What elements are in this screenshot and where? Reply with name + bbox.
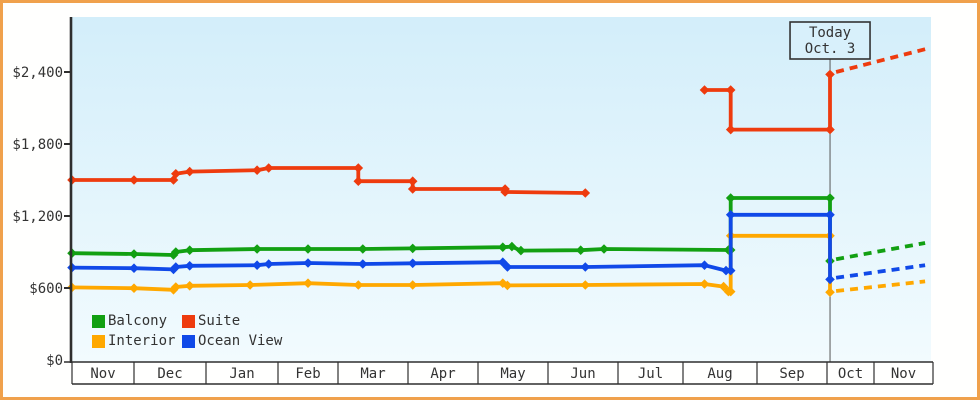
suite-swatch-icon bbox=[182, 314, 195, 328]
legend-item-ocean-view: Ocean View bbox=[182, 333, 282, 349]
month-label: Jul bbox=[638, 366, 663, 382]
projection-line bbox=[835, 279, 926, 293]
interior-swatch-icon bbox=[92, 334, 105, 348]
legend: Balcony Suite Interior Ocean View bbox=[92, 313, 282, 349]
data-point-markers bbox=[67, 210, 835, 285]
month-label: Nov bbox=[891, 366, 916, 382]
month-label: May bbox=[500, 366, 525, 382]
month-label: Dec bbox=[157, 366, 182, 382]
data-point-markers bbox=[67, 193, 835, 266]
y-tick-label: $0 bbox=[46, 353, 63, 369]
series-suite bbox=[67, 47, 926, 198]
today-box bbox=[789, 21, 871, 60]
month-label: Apr bbox=[430, 366, 455, 382]
legend-item-balcony: Balcony bbox=[92, 313, 182, 329]
month-label: Aug bbox=[707, 366, 732, 382]
month-label: Nov bbox=[90, 366, 115, 382]
legend-item-interior: Interior bbox=[92, 333, 182, 349]
series-ocean-view bbox=[67, 210, 926, 285]
ocean-view-swatch-icon bbox=[182, 334, 195, 348]
projection-line bbox=[835, 263, 926, 280]
legend-label-balcony: Balcony bbox=[108, 313, 168, 329]
projection-line bbox=[835, 241, 926, 262]
legend-label-interior: Interior bbox=[108, 333, 176, 349]
series-interior bbox=[67, 231, 926, 297]
data-point-markers bbox=[67, 163, 591, 198]
y-tick-label: $2,400 bbox=[12, 65, 63, 81]
month-label: Oct bbox=[838, 366, 863, 382]
month-label: Jan bbox=[229, 366, 254, 382]
y-tick-label: $1,200 bbox=[12, 209, 63, 225]
y-tick-label: $600 bbox=[29, 281, 63, 297]
y-tick-label: $1,800 bbox=[12, 137, 63, 153]
balcony-swatch-icon bbox=[92, 314, 105, 328]
legend-label-suite: Suite bbox=[198, 313, 241, 329]
legend-item-suite: Suite bbox=[182, 313, 282, 329]
today-date: Oct. 3 bbox=[805, 41, 856, 57]
month-label: Jun bbox=[570, 366, 595, 382]
today-title: Today bbox=[809, 25, 851, 41]
projection-line bbox=[835, 47, 926, 74]
legend-label-ocean-view: Ocean View bbox=[198, 333, 283, 349]
month-label: Mar bbox=[360, 366, 385, 382]
month-label: Sep bbox=[779, 366, 804, 382]
month-label: Feb bbox=[295, 366, 320, 382]
